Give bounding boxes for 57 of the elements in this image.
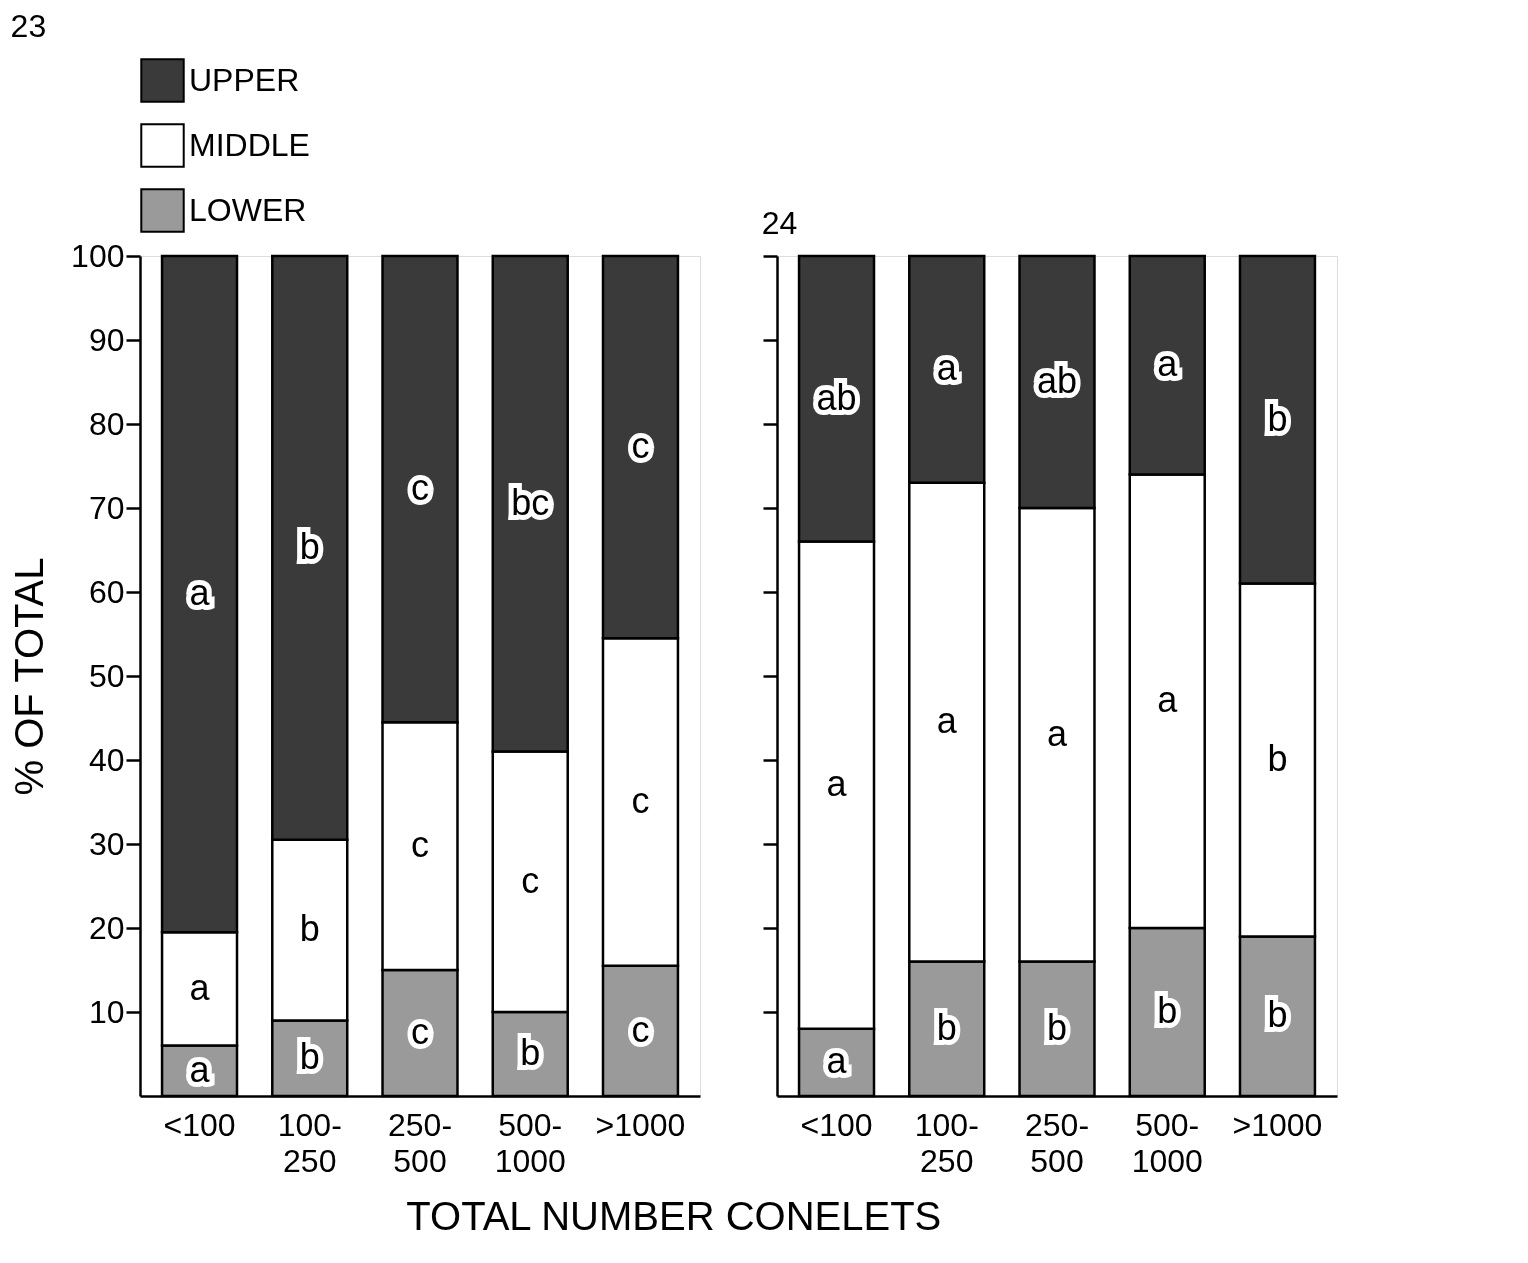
y-tick-label: 100	[71, 237, 125, 274]
data-label: a	[1157, 343, 1179, 385]
x-tick-label: <100	[800, 1106, 873, 1143]
x-tick-label: 100-250	[914, 1106, 979, 1179]
data-label: a	[189, 572, 211, 614]
data-label: b	[1267, 738, 1288, 779]
data-label: c	[521, 859, 540, 901]
y-tick-label: 70	[88, 489, 125, 526]
data-label: a	[189, 966, 211, 1008]
data-label: bc	[511, 481, 550, 523]
data-label: b	[936, 1006, 957, 1048]
data-label: b	[299, 908, 320, 950]
data-label: b	[520, 1032, 541, 1073]
data-label: b	[1267, 994, 1288, 1036]
y-tick-label: 50	[88, 657, 125, 694]
y-tick-label: 80	[88, 405, 125, 442]
data-label: c	[411, 824, 429, 866]
x-tick-label: >1000	[1232, 1106, 1323, 1143]
data-label: ab	[1036, 360, 1078, 401]
x-axis-title: TOTAL NUMBER CONELETS	[406, 1193, 942, 1238]
y-tick-label: 40	[88, 741, 125, 778]
x-tick-label: 100-250	[277, 1106, 342, 1179]
data-label: b	[299, 525, 320, 567]
data-label: ab	[816, 376, 857, 418]
data-label: a	[936, 347, 958, 389]
legend-label: MIDDLE	[189, 126, 310, 163]
data-label: c	[411, 467, 429, 509]
data-label: a	[936, 700, 958, 742]
data-label: c	[411, 1011, 429, 1052]
y-tick-label: 30	[88, 825, 125, 862]
y-tick-label: 90	[88, 321, 125, 358]
data-label: b	[1046, 1006, 1068, 1048]
data-label: b	[1267, 397, 1288, 439]
data-label: a	[189, 1048, 211, 1090]
data-label: c	[631, 1008, 650, 1050]
x-tick-label: >1000	[595, 1106, 686, 1143]
x-tick-label: 250-500	[387, 1106, 453, 1179]
chart-title: 24	[761, 204, 798, 241]
y-tick-label: 20	[88, 909, 125, 946]
data-label: a	[1046, 712, 1068, 754]
data-label: c	[631, 780, 650, 821]
x-tick-label: <100	[163, 1106, 236, 1143]
data-label: a	[826, 763, 848, 805]
data-label: b	[299, 1036, 320, 1078]
y-axis-title: % OF TOTAL	[7, 557, 52, 796]
data-label: a	[826, 1040, 848, 1082]
y-tick-label: 60	[88, 573, 125, 610]
chart-title: 23	[10, 8, 47, 44]
x-tick-label: 250-500	[1024, 1106, 1090, 1179]
data-label: c	[631, 425, 650, 467]
legend-label: UPPER	[189, 61, 300, 98]
x-tick-label: 500-1000	[1131, 1106, 1203, 1179]
x-tick-label: 500-1000	[494, 1106, 566, 1179]
y-tick-label: 10	[88, 993, 125, 1030]
data-label: b	[1157, 990, 1178, 1031]
legend-label: LOWER	[189, 191, 307, 228]
data-label: a	[1157, 679, 1179, 721]
